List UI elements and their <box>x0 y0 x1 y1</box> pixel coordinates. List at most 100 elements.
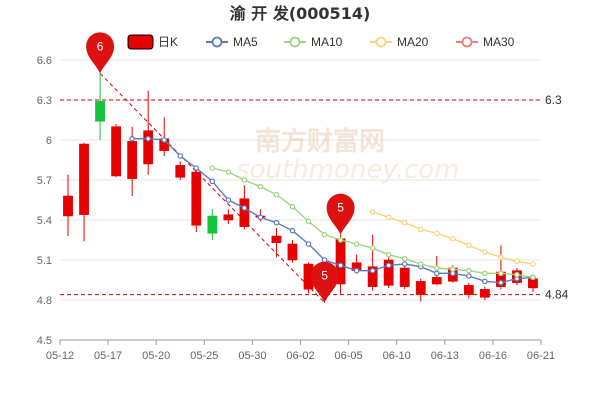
ma5-point <box>433 270 440 277</box>
ma5-point <box>353 267 360 274</box>
pin-label: 6 <box>97 39 104 53</box>
y-tick-label: 4.5 <box>37 335 52 347</box>
legend-item: MA20 <box>370 35 429 49</box>
candle <box>79 142 89 242</box>
pin-label: 5 <box>337 201 344 215</box>
legend-label: MA10 <box>311 35 343 49</box>
marker-pin: 5 <box>326 193 355 235</box>
ma10-point <box>482 270 488 277</box>
candle-body <box>383 259 394 286</box>
markers: 6 5 5 <box>86 32 355 303</box>
ma10-point <box>209 165 216 171</box>
y-tick-label: 4.8 <box>37 295 52 307</box>
candle-body <box>271 235 282 243</box>
candle-body <box>191 171 202 226</box>
candle <box>415 278 426 302</box>
ma20-point <box>530 261 536 267</box>
legend-marker <box>289 36 301 48</box>
x-tick-label: 05-17 <box>94 350 122 362</box>
ma5-point <box>305 241 312 247</box>
candle-body <box>287 243 298 261</box>
trend-line-segment <box>99 72 325 304</box>
ma10-point <box>466 267 472 274</box>
candle <box>287 240 298 263</box>
ma10-point <box>530 274 536 281</box>
ma10-point <box>385 251 392 258</box>
ma5-point <box>161 137 168 143</box>
ma10-point <box>305 218 312 225</box>
ma5-point <box>209 178 216 185</box>
y-tick-label: 6 <box>46 135 52 147</box>
legend-item: MA5 <box>206 35 258 49</box>
ma5-point <box>177 153 184 159</box>
ma10-point <box>321 231 328 238</box>
candle-body <box>127 141 138 179</box>
y-tick-label: 5.1 <box>37 255 52 267</box>
ma5-point <box>145 135 151 142</box>
candle-body <box>399 267 410 287</box>
ma5-point <box>273 219 280 226</box>
ma10-point <box>225 169 232 175</box>
ma5-point <box>225 197 232 203</box>
ma10-point <box>450 266 456 273</box>
y-tick-label: 6.3 <box>37 95 52 107</box>
ma5-point <box>241 205 248 211</box>
legend-item: MA10 <box>284 35 343 49</box>
ma5-point <box>321 257 328 263</box>
legend-label: MA30 <box>483 35 515 49</box>
ma10-point <box>257 183 264 190</box>
ma20-point <box>433 230 440 237</box>
candle-body <box>175 165 186 178</box>
ma10-point <box>273 191 280 198</box>
candle-body <box>415 281 426 295</box>
ma20-point <box>498 254 504 261</box>
legend-item: 日K <box>127 34 178 50</box>
legend-marker <box>211 36 223 48</box>
marker-pin: 5 <box>310 261 339 303</box>
candle <box>63 174 73 236</box>
candle-body <box>111 126 122 177</box>
legend-item: MA30 <box>456 35 515 49</box>
ma10-point <box>289 203 296 210</box>
x-tick-label: 06-13 <box>431 350 459 362</box>
x-tick-label: 06-10 <box>383 350 411 362</box>
candle-body <box>79 143 89 215</box>
ma5-point <box>129 135 135 142</box>
candle <box>399 265 410 290</box>
y-tick-label: 6.6 <box>37 55 52 67</box>
candle-body <box>367 266 378 287</box>
x-tick-label: 06-21 <box>527 350 555 362</box>
ma10-point <box>241 177 248 183</box>
watermark-cn: 南方财富网 <box>255 126 385 157</box>
candle <box>223 209 234 224</box>
ma5-point <box>193 165 200 171</box>
ma10-point <box>514 271 520 278</box>
candle <box>479 286 490 300</box>
candle-body <box>479 289 490 298</box>
x-tick-label: 06-02 <box>286 350 314 362</box>
ma5-point <box>466 273 472 279</box>
ma20-point <box>482 249 488 255</box>
reference-label: 4.84 <box>545 288 569 302</box>
x-tick-label: 06-05 <box>335 350 363 362</box>
candle <box>383 252 394 288</box>
pin-shape <box>86 32 115 74</box>
candle <box>175 161 186 180</box>
ma5-point <box>369 267 376 274</box>
candle-body <box>239 198 250 227</box>
x-tick-label: 06-16 <box>479 350 507 362</box>
ma20-point <box>466 242 472 249</box>
candle-body <box>63 195 73 217</box>
ma20-point <box>385 214 392 221</box>
candle-body <box>207 215 218 234</box>
y-tick-label: 5.7 <box>37 175 52 187</box>
ma10-point <box>433 265 440 271</box>
moving-averages <box>129 135 536 286</box>
marker-pin: 6 <box>86 32 115 74</box>
candle <box>207 209 218 240</box>
legend-label: MA20 <box>397 35 429 49</box>
x-axis: 05-12 05-17 05-20 05-25 05-30 06-02 06-05 06-10… <box>46 339 555 362</box>
legend-label: 日K <box>158 35 178 49</box>
candle-body <box>143 130 154 165</box>
